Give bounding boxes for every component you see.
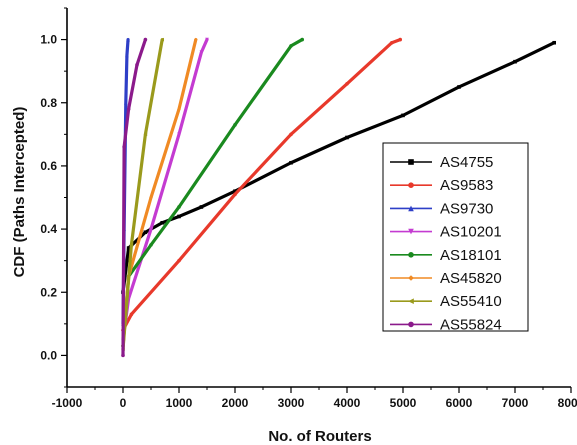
data-point (149, 195, 153, 200)
x-tick-label: 5000 (390, 396, 417, 410)
legend-marker (408, 159, 414, 165)
data-point (289, 132, 293, 137)
legend-label: AS55824 (440, 316, 502, 333)
data-point (149, 227, 153, 231)
data-point (289, 160, 293, 165)
data-point (233, 123, 237, 127)
data-point (177, 214, 181, 219)
series-as9583 (121, 37, 403, 332)
data-point (126, 246, 131, 250)
data-point (345, 135, 349, 140)
data-point (177, 205, 181, 209)
legend-label: AS10201 (440, 224, 502, 241)
data-point (205, 37, 209, 42)
legend-item: AS9583 (390, 177, 493, 194)
data-point (390, 40, 394, 45)
data-point (177, 258, 181, 263)
data-point (401, 113, 405, 118)
data-point (552, 40, 556, 45)
data-point (149, 243, 153, 247)
data-point (135, 63, 139, 67)
data-point (345, 82, 349, 86)
x-tick-label: 0 (120, 396, 127, 410)
data-point (143, 132, 148, 137)
legend-label: AS45820 (440, 270, 502, 287)
series-layer (121, 37, 556, 358)
legend-label: AS55410 (440, 293, 502, 310)
legend-marker (408, 298, 414, 304)
x-tick-label: 2000 (222, 396, 249, 410)
data-point (129, 312, 134, 317)
x-axis-title: No. of Routers (268, 428, 371, 445)
y-tick-label: 0.0 (40, 348, 57, 362)
legend-marker (408, 182, 414, 188)
legend-marker (408, 205, 414, 212)
x-tick-label: 4000 (334, 396, 361, 410)
data-point (126, 37, 130, 42)
legend-marker (408, 321, 414, 328)
legend-label: AS18101 (440, 247, 502, 264)
data-point (143, 230, 148, 235)
legend: AS4755 AS9583 AS9730 AS10201 AS18101 AS45820 A… (382, 142, 529, 333)
y-tick-label: 0.2 (40, 285, 57, 299)
data-point (143, 37, 148, 42)
data-point (124, 100, 128, 105)
data-point (160, 37, 164, 42)
data-point (126, 107, 131, 111)
legend-item: AS9730 (390, 200, 493, 217)
series-line (121, 37, 304, 348)
legend-marker (408, 252, 414, 258)
series-line (121, 37, 164, 351)
data-point (177, 107, 181, 111)
series-as18101 (121, 37, 305, 348)
series-line (121, 37, 209, 342)
data-point (233, 189, 237, 193)
x-tick-label: 1000 (166, 396, 193, 410)
y-tick-label: 0.8 (40, 96, 57, 110)
y-tick-label: 1.0 (40, 33, 57, 47)
legend-label: AS9730 (440, 200, 493, 217)
data-point (177, 132, 181, 137)
legend-item: AS10201 (390, 224, 502, 241)
data-point (121, 353, 125, 358)
data-point (125, 53, 129, 58)
data-point (300, 37, 305, 42)
legend-item: AS18101 (390, 247, 502, 264)
legend-item: AS4755 (390, 154, 493, 171)
y-tick-label: 0.4 (40, 222, 57, 236)
data-point (233, 192, 237, 197)
legend-box (382, 142, 529, 332)
data-point (457, 85, 461, 89)
legend-marker (408, 228, 414, 235)
x-tick-label: 7000 (502, 396, 529, 410)
series-as55824 (121, 37, 148, 358)
x-tick-label: -1000 (52, 396, 83, 410)
data-point (289, 44, 293, 48)
data-point (122, 145, 126, 149)
data-point (398, 37, 403, 42)
legend-item: AS55824 (390, 316, 502, 333)
series-line (121, 37, 402, 332)
y-axis-title: CDF (Paths Intercepted) (11, 107, 28, 278)
legend-item: AS55410 (390, 293, 502, 310)
legend-label: AS9583 (440, 177, 493, 194)
x-tick-label: 3000 (278, 396, 305, 410)
data-point (513, 59, 517, 64)
data-point (194, 37, 198, 42)
x-tick-label: 6000 (446, 396, 473, 410)
legend-marker (408, 275, 414, 281)
y-tick-label: 0.6 (40, 159, 57, 173)
legend-item: AS45820 (390, 270, 502, 287)
legend-label: AS4755 (440, 154, 493, 171)
data-point (129, 243, 134, 247)
data-point (199, 205, 204, 209)
data-point (160, 220, 164, 225)
data-point (199, 50, 204, 55)
